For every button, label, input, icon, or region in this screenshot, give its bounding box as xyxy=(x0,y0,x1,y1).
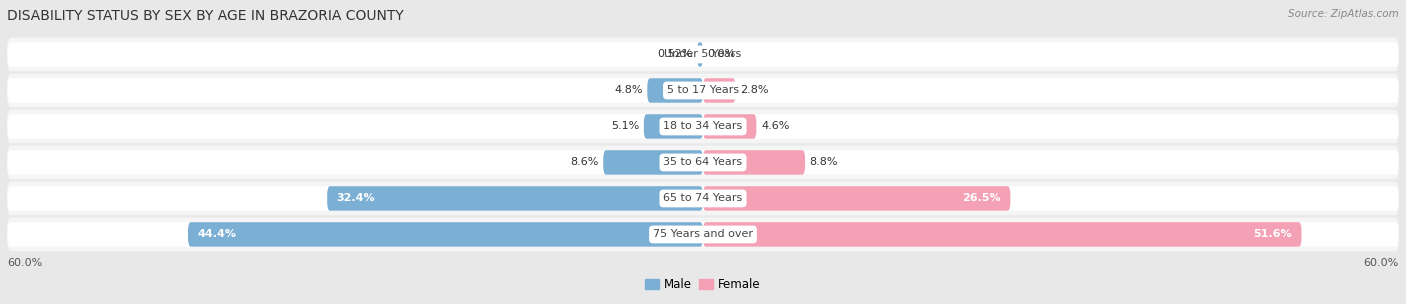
FancyBboxPatch shape xyxy=(603,150,703,175)
FancyBboxPatch shape xyxy=(703,150,806,175)
FancyBboxPatch shape xyxy=(703,78,735,103)
Text: 60.0%: 60.0% xyxy=(1364,258,1399,268)
FancyBboxPatch shape xyxy=(7,186,1399,211)
FancyBboxPatch shape xyxy=(7,114,1399,139)
FancyBboxPatch shape xyxy=(7,146,1399,179)
Text: Source: ZipAtlas.com: Source: ZipAtlas.com xyxy=(1288,9,1399,19)
Text: 5 to 17 Years: 5 to 17 Years xyxy=(666,85,740,95)
FancyBboxPatch shape xyxy=(7,78,1399,103)
Text: 0.0%: 0.0% xyxy=(707,50,735,60)
FancyBboxPatch shape xyxy=(7,109,1399,143)
Text: 5.1%: 5.1% xyxy=(612,122,640,131)
Text: 44.4%: 44.4% xyxy=(197,230,236,240)
Text: 65 to 74 Years: 65 to 74 Years xyxy=(664,193,742,203)
FancyBboxPatch shape xyxy=(7,38,1399,71)
FancyBboxPatch shape xyxy=(647,78,703,103)
FancyBboxPatch shape xyxy=(644,114,703,139)
FancyBboxPatch shape xyxy=(7,74,1399,107)
FancyBboxPatch shape xyxy=(703,222,1302,247)
Text: 8.6%: 8.6% xyxy=(571,157,599,168)
Text: 26.5%: 26.5% xyxy=(963,193,1001,203)
Text: 8.8%: 8.8% xyxy=(810,157,838,168)
FancyBboxPatch shape xyxy=(697,42,703,67)
FancyBboxPatch shape xyxy=(703,186,1011,211)
Text: 32.4%: 32.4% xyxy=(336,193,375,203)
Text: 4.8%: 4.8% xyxy=(614,85,643,95)
Text: 2.8%: 2.8% xyxy=(740,85,769,95)
Text: 18 to 34 Years: 18 to 34 Years xyxy=(664,122,742,131)
Text: 75 Years and over: 75 Years and over xyxy=(652,230,754,240)
FancyBboxPatch shape xyxy=(7,181,1399,215)
FancyBboxPatch shape xyxy=(7,42,1399,67)
FancyBboxPatch shape xyxy=(703,114,756,139)
Text: 4.6%: 4.6% xyxy=(761,122,789,131)
Text: Under 5 Years: Under 5 Years xyxy=(665,50,741,60)
Text: 51.6%: 51.6% xyxy=(1254,230,1292,240)
FancyBboxPatch shape xyxy=(7,150,1399,175)
FancyBboxPatch shape xyxy=(328,186,703,211)
Text: 60.0%: 60.0% xyxy=(7,258,42,268)
Text: 0.52%: 0.52% xyxy=(657,50,692,60)
Legend: Male, Female: Male, Female xyxy=(641,274,765,296)
Text: DISABILITY STATUS BY SEX BY AGE IN BRAZORIA COUNTY: DISABILITY STATUS BY SEX BY AGE IN BRAZO… xyxy=(7,9,404,23)
FancyBboxPatch shape xyxy=(7,218,1399,251)
Text: 35 to 64 Years: 35 to 64 Years xyxy=(664,157,742,168)
FancyBboxPatch shape xyxy=(7,222,1399,247)
FancyBboxPatch shape xyxy=(188,222,703,247)
